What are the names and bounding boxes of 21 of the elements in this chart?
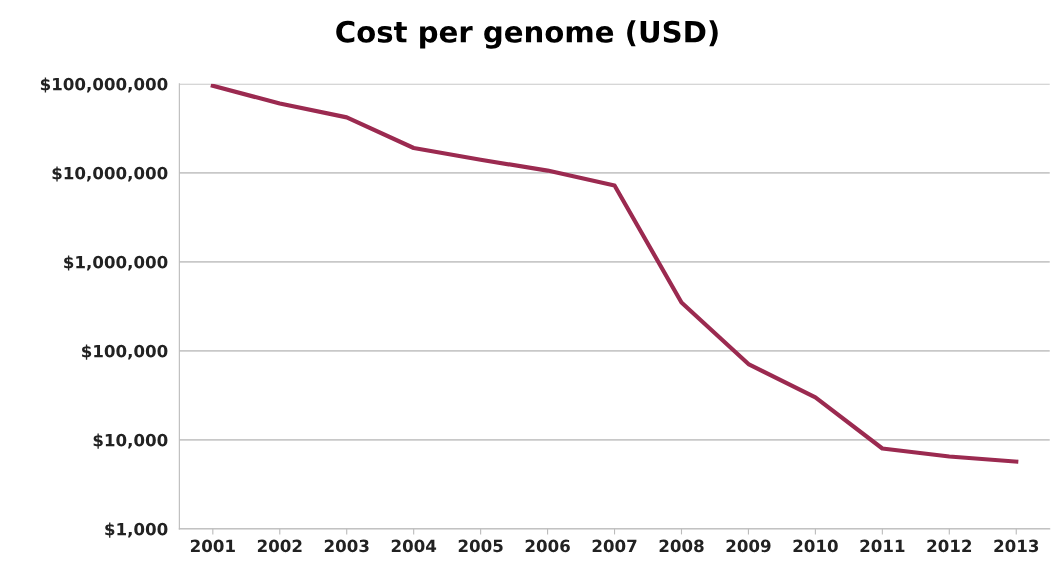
x-tick-label: 2009 <box>726 539 771 553</box>
y-tick-label: $1,000,000 <box>64 255 168 271</box>
chart-title: Cost per genome (USD) <box>336 20 718 49</box>
x-tick-label: 2011 <box>860 539 905 553</box>
line-series <box>210 83 1019 464</box>
x-tick-label: 2007 <box>592 539 637 553</box>
x-tick-label: 2006 <box>525 539 570 553</box>
y-tick-label: $100,000 <box>82 344 168 360</box>
y-tick-label: $10,000,000 <box>52 166 168 182</box>
x-tick-label: 2002 <box>257 539 302 553</box>
x-tick-label: 2001 <box>190 539 235 553</box>
y-tick-label: $100,000,000 <box>40 77 168 93</box>
y-tick-label: $10,000 <box>93 433 168 449</box>
x-tick-label: 2008 <box>659 539 704 553</box>
y-tick-label: $1,000 <box>105 522 168 538</box>
x-tick-label: 2010 <box>793 539 838 553</box>
x-tick-label: 2013 <box>994 539 1039 553</box>
x-tick-label: 2004 <box>391 539 437 553</box>
x-tick-label: 2003 <box>324 539 369 553</box>
x-tick-label: 2005 <box>458 539 503 553</box>
x-tick-label: 2012 <box>927 539 972 553</box>
